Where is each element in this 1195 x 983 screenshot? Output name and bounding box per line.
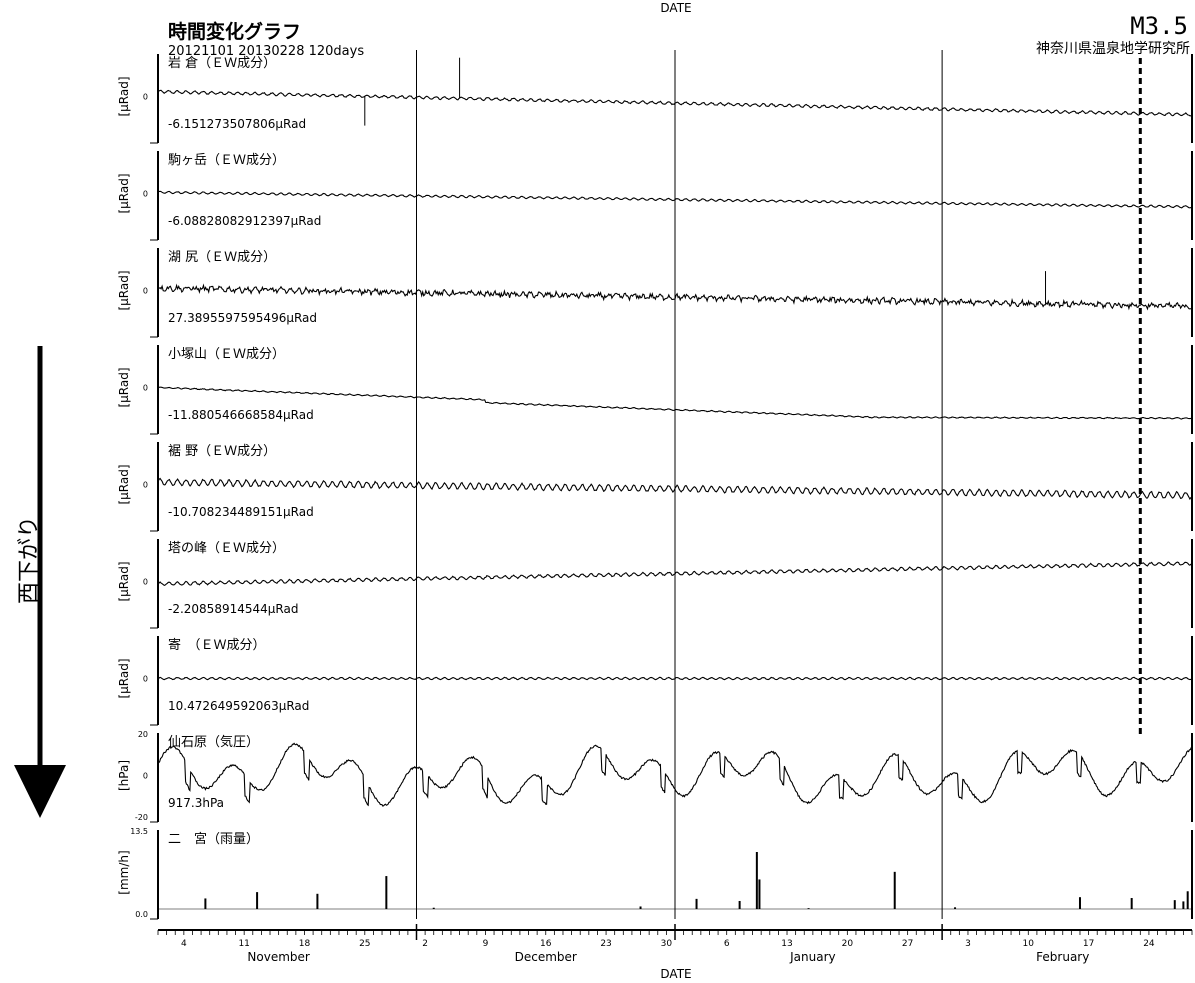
panel-base-value: -2.20858914544μRad bbox=[168, 602, 298, 616]
institute-label: 神奈川県温泉地学研究所 bbox=[1036, 40, 1190, 57]
panel-base-value: -10.708234489151μRad bbox=[168, 505, 314, 519]
arrow-head-icon bbox=[14, 765, 66, 818]
x-day-label: 18 bbox=[299, 939, 311, 949]
x-day-label: 13 bbox=[781, 939, 792, 949]
panel-title: 二 宮（雨量） bbox=[168, 831, 259, 847]
panel-base-value: -6.08828082912397μRad bbox=[168, 214, 321, 228]
panel-1: 岩 倉（ＥＷ成分） [μRad] 0 -6.151273507806μRad bbox=[117, 54, 1193, 144]
x-day-label: 24 bbox=[1143, 939, 1155, 949]
x-day-label: 23 bbox=[600, 939, 611, 949]
y-tick-zero: 0 bbox=[143, 772, 148, 781]
panel-unit-label: [hPa] bbox=[117, 760, 131, 791]
y-tick-zero: 0 bbox=[143, 578, 148, 587]
x-day-label: 17 bbox=[1083, 939, 1094, 949]
magnitude-label: M3.5 bbox=[1130, 12, 1188, 40]
x-month-label: January bbox=[789, 950, 836, 964]
y-tick-top: 20 bbox=[138, 730, 148, 739]
panel-unit-label: [μRad] bbox=[117, 173, 131, 213]
y-tick-zero: 0 bbox=[143, 287, 148, 296]
panel-2: 駒ヶ岳（ＥＷ成分） [μRad] 0 -6.08828082912397μRad bbox=[117, 151, 1193, 241]
x-day-label: 3 bbox=[965, 939, 971, 949]
x-day-label: 2 bbox=[422, 939, 428, 949]
chart-title: 時間変化グラフ bbox=[168, 20, 301, 43]
y-tick-zero: 0 bbox=[143, 93, 148, 102]
panel-title: 岩 倉（ＥＷ成分） bbox=[168, 56, 276, 71]
panel-8: 仙石原（気圧） [hPa] 20 0 -20 917.3hPa bbox=[117, 730, 1193, 823]
panel-3: 湖 尻（ＥＷ成分） [μRad] 0 27.3895597595496μRad bbox=[117, 248, 1193, 338]
panel-title: 小塚山（ＥＷ成分） bbox=[168, 347, 285, 362]
panel-unit-label: [μRad] bbox=[117, 464, 131, 504]
period-label: 20121101 20130228 120days bbox=[168, 44, 364, 59]
panels-layer: 岩 倉（ＥＷ成分） [μRad] 0 -6.151273507806μRad 駒ヶ岳（Ｅ… bbox=[117, 54, 1193, 920]
west-down-indicator: 西下がり bbox=[14, 346, 66, 818]
panel-base-value: 10.472649592063μRad bbox=[168, 699, 309, 713]
panel-title: 寄 （ＥＷ成分） bbox=[168, 637, 266, 653]
x-day-label: 10 bbox=[1023, 939, 1035, 949]
panel-unit-label: [mm/h] bbox=[117, 850, 131, 894]
markers-layer bbox=[416, 50, 1142, 919]
panel-unit-label: [μRad] bbox=[117, 76, 131, 116]
y-tick-zero: 0 bbox=[143, 384, 148, 393]
x-day-label: 4 bbox=[181, 939, 187, 949]
panel-unit-label: [μRad] bbox=[117, 561, 131, 601]
x-day-label: 30 bbox=[661, 939, 673, 949]
x-axis: 4 11 18 25 2 9 16 23 30 6 13 20 27 3 10 17 24 November Dec… bbox=[157, 924, 1193, 964]
panel-title: 仙石原（気圧） bbox=[168, 734, 259, 750]
west-down-label: 西下がり bbox=[17, 516, 42, 604]
panel-unit-label: [μRad] bbox=[117, 367, 131, 407]
panel-title: 塔の峰（ＥＷ成分） bbox=[168, 541, 285, 556]
panel-6: 塔の峰（ＥＷ成分） [μRad] 0 -2.20858914544μRad bbox=[117, 539, 1193, 629]
x-month-label: February bbox=[1036, 950, 1089, 964]
y-tick-bottom: 0.0 bbox=[135, 910, 148, 919]
y-tick-top: 13.5 bbox=[130, 827, 148, 836]
panel-7: 寄 （ＥＷ成分） [μRad] 0 10.472649592063μRad bbox=[117, 636, 1193, 726]
x-day-label: 20 bbox=[842, 939, 854, 949]
panel-base-value: -11.8805466685​84μRad bbox=[168, 408, 314, 422]
x-day-label: 6 bbox=[724, 939, 730, 949]
y-tick-zero: 0 bbox=[143, 190, 148, 199]
x-day-label: 11 bbox=[238, 939, 249, 949]
panel-unit-label: [μRad] bbox=[117, 270, 131, 310]
panel-base-value: 917.3hPa bbox=[168, 796, 224, 810]
panel-base-value: 27.3895597595496μRad bbox=[168, 311, 317, 325]
panel-title: 駒ヶ岳（ＥＷ成分） bbox=[168, 153, 285, 168]
y-tick-zero: 0 bbox=[143, 481, 148, 490]
x-day-label: 9 bbox=[483, 939, 489, 949]
panel-unit-label: [μRad] bbox=[117, 658, 131, 698]
panel-title: 裾 野（ＥＷ成分） bbox=[168, 444, 276, 459]
bottom-axis-label: DATE bbox=[660, 967, 691, 981]
panel-9: 二 宮（雨量） [mm/h] 13.5 0.0 bbox=[117, 827, 1193, 920]
x-day-label: 27 bbox=[902, 939, 913, 949]
top-axis-label: DATE bbox=[660, 1, 691, 15]
x-month-label: December bbox=[515, 950, 577, 964]
y-tick-bottom: -20 bbox=[135, 813, 148, 822]
panel-base-value: -6.151273507806μRad bbox=[168, 117, 306, 131]
x-day-label: 16 bbox=[540, 939, 552, 949]
x-month-label: November bbox=[247, 950, 309, 964]
y-tick-zero: 0 bbox=[143, 675, 148, 684]
x-day-label: 25 bbox=[359, 939, 370, 949]
panel-4: 小塚山（ＥＷ成分） [μRad] 0 -11.8805466685​84μRad bbox=[117, 345, 1193, 435]
panel-title: 湖 尻（ＥＷ成分） bbox=[168, 250, 276, 265]
panel-5: 裾 野（ＥＷ成分） [μRad] 0 -10.708234489151μRad bbox=[117, 442, 1193, 532]
